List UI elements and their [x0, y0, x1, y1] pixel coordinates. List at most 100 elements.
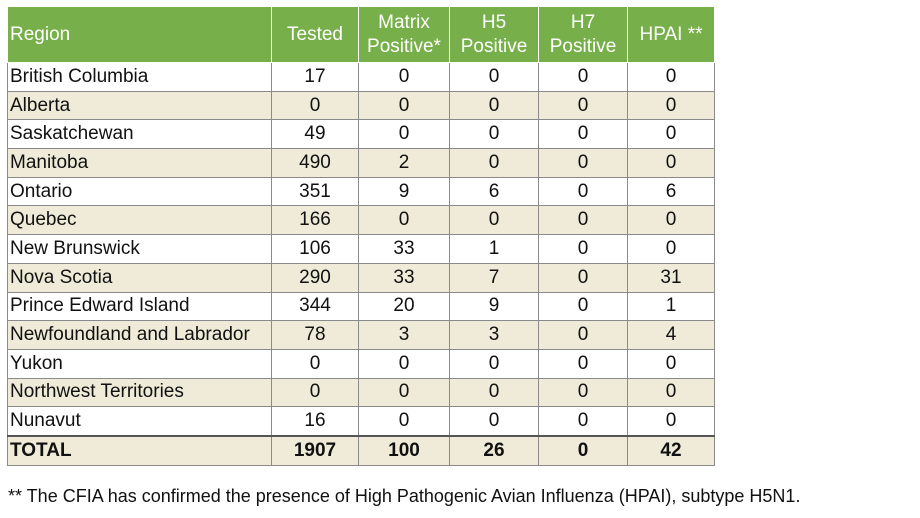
count-cell: 106 — [271, 234, 359, 264]
table-body: British Columbia 17 0 0 0 0 Alberta 0 0 0 0 0 Saskat… — [7, 62, 715, 466]
count-cell: 0 — [358, 119, 450, 150]
total-cell: 1907 — [271, 434, 359, 466]
count-cell: 351 — [271, 176, 359, 207]
region-cell: New Brunswick — [7, 234, 272, 264]
count-cell: 0 — [358, 62, 450, 92]
count-cell: 0 — [358, 205, 450, 236]
footnote: ** The CFIA has confirmed the presence o… — [8, 486, 801, 506]
count-cell: 78 — [271, 320, 359, 350]
table-row: Saskatchewan 49 0 0 0 0 — [7, 119, 715, 150]
table-row: British Columbia 17 0 0 0 0 — [7, 62, 715, 92]
count-cell: 6 — [449, 176, 539, 207]
count-cell: 33 — [358, 234, 450, 264]
count-cell: 4 — [627, 320, 715, 350]
count-cell: 0 — [271, 90, 359, 121]
count-cell: 0 — [538, 205, 628, 236]
header-row: Region Tested Matrix Positive* H5 Positive H… — [7, 6, 715, 63]
count-cell: 31 — [627, 262, 715, 293]
count-cell: 33 — [358, 262, 450, 293]
total-cell: 42 — [627, 434, 715, 466]
region-cell: Saskatchewan — [7, 119, 272, 150]
count-cell: 0 — [538, 62, 628, 92]
count-cell: 490 — [271, 148, 359, 178]
count-cell: 7 — [449, 262, 539, 293]
count-cell: 0 — [538, 234, 628, 264]
count-cell: 0 — [449, 406, 539, 437]
table-row: Quebec 166 0 0 0 0 — [7, 205, 715, 236]
region-cell: British Columbia — [7, 62, 272, 92]
count-cell: 3 — [358, 320, 450, 350]
count-cell: 0 — [449, 148, 539, 178]
header-cell: Matrix Positive* — [358, 6, 450, 63]
count-cell: 0 — [627, 148, 715, 178]
table-row: Prince Edward Island 344 20 9 0 1 — [7, 291, 715, 322]
count-cell: 9 — [449, 291, 539, 322]
table-row: New Brunswick 106 33 1 0 0 — [7, 234, 715, 264]
count-cell: 290 — [271, 262, 359, 293]
table-row: Yukon 0 0 0 0 0 — [7, 348, 715, 379]
total-cell: 26 — [449, 434, 539, 466]
count-cell: 0 — [538, 119, 628, 150]
count-cell: 0 — [449, 205, 539, 236]
count-cell: 0 — [449, 348, 539, 379]
count-cell: 0 — [627, 62, 715, 92]
region-cell: Newfoundland and Labrador — [7, 320, 272, 350]
table-row: Nova Scotia 290 33 7 0 31 — [7, 262, 715, 293]
region-cell: Ontario — [7, 176, 272, 207]
region-cell: Prince Edward Island — [7, 291, 272, 322]
count-cell: 0 — [449, 90, 539, 121]
header-cell: Tested — [271, 6, 359, 63]
count-cell: 0 — [538, 291, 628, 322]
count-cell: 3 — [449, 320, 539, 350]
count-cell: 0 — [627, 406, 715, 437]
count-cell: 0 — [358, 348, 450, 379]
total-label: TOTAL — [7, 434, 272, 466]
count-cell: 6 — [627, 176, 715, 207]
count-cell: 0 — [627, 234, 715, 264]
region-cell: Yukon — [7, 348, 272, 379]
count-cell: 20 — [358, 291, 450, 322]
header-cell: HPAI ** — [627, 6, 715, 63]
count-cell: 17 — [271, 62, 359, 92]
count-cell: 344 — [271, 291, 359, 322]
region-cell: Northwest Territories — [7, 377, 272, 408]
count-cell: 2 — [358, 148, 450, 178]
results-table: Region Tested Matrix Positive* H5 Positive H… — [7, 6, 715, 466]
table-row: Nunavut 16 0 0 0 0 — [7, 406, 715, 437]
count-cell: 0 — [449, 62, 539, 92]
count-cell: 0 — [627, 205, 715, 236]
count-cell: 0 — [627, 348, 715, 379]
region-cell: Manitoba — [7, 148, 272, 178]
count-cell: 16 — [271, 406, 359, 437]
count-cell: 0 — [538, 348, 628, 379]
count-cell: 0 — [358, 406, 450, 437]
count-cell: 0 — [449, 377, 539, 408]
header-cell: H5 Positive — [449, 6, 539, 63]
region-cell: Alberta — [7, 90, 272, 121]
count-cell: 0 — [271, 348, 359, 379]
count-cell: 49 — [271, 119, 359, 150]
total-row: TOTAL 1907 100 26 0 42 — [7, 434, 715, 466]
count-cell: 166 — [271, 205, 359, 236]
count-cell: 0 — [627, 119, 715, 150]
count-cell: 0 — [358, 377, 450, 408]
count-cell: 0 — [271, 377, 359, 408]
count-cell: 9 — [358, 176, 450, 207]
count-cell: 0 — [449, 119, 539, 150]
count-cell: 0 — [538, 377, 628, 408]
region-cell: Quebec — [7, 205, 272, 236]
total-cell: 100 — [358, 434, 450, 466]
table-row: Northwest Territories 0 0 0 0 0 — [7, 377, 715, 408]
count-cell: 0 — [538, 148, 628, 178]
table-row: Newfoundland and Labrador 78 3 3 0 4 — [7, 320, 715, 350]
header-cell: H7 Positive — [538, 6, 628, 63]
region-cell: Nunavut — [7, 406, 272, 437]
table-row: Ontario 351 9 6 0 6 — [7, 176, 715, 207]
count-cell: 0 — [358, 90, 450, 121]
count-cell: 0 — [538, 406, 628, 437]
count-cell: 0 — [538, 320, 628, 350]
count-cell: 0 — [538, 176, 628, 207]
table-row: Alberta 0 0 0 0 0 — [7, 90, 715, 121]
count-cell: 0 — [538, 262, 628, 293]
count-cell: 1 — [449, 234, 539, 264]
